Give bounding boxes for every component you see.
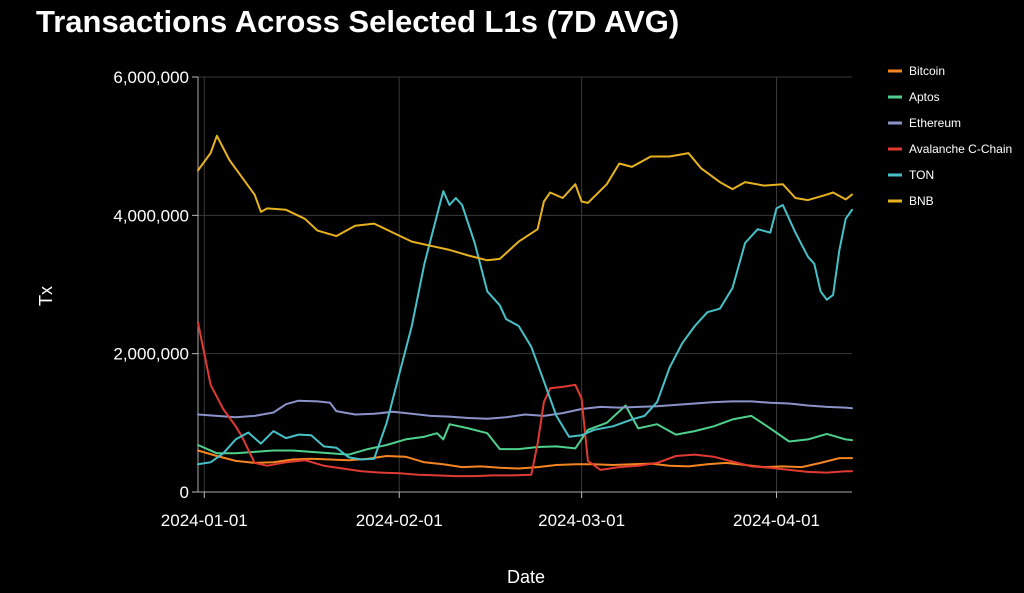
x-axis-title: Date [507, 567, 545, 587]
y-axis-title: Tx [36, 286, 56, 306]
x-tick-label: 2024-04-01 [733, 511, 820, 530]
series-line-bnb [197, 134, 853, 262]
y-tick-label: 6,000,000 [113, 68, 189, 87]
x-tick-label: 2024-02-01 [356, 511, 443, 530]
y-tick-label: 4,000,000 [113, 206, 189, 225]
legend-label-bitcoin: Bitcoin [909, 64, 945, 78]
x-tick-label: 2024-01-01 [161, 511, 248, 530]
legend-label-bnb: BNB [909, 194, 934, 208]
x-tick-label: 2024-03-01 [538, 511, 625, 530]
series-lines [197, 134, 853, 478]
series-line-avalanche-c-chain [197, 321, 853, 478]
legend-label-avalanche-c-chain: Avalanche C-Chain [909, 142, 1012, 156]
x-axis-ticks: 2024-01-01 2024-02-01 2024-03-01 2024-04-01 [161, 492, 820, 530]
legend-label-aptos: Aptos [909, 90, 940, 104]
series-line-ethereum [197, 399, 853, 420]
y-axis-ticks: 0 2,000,000 4,000,000 6,000,000 [113, 68, 198, 502]
grid-lines [197, 76, 852, 493]
chart-title: Transactions Across Selected L1s (7D AVG… [36, 4, 680, 39]
y-tick-label: 0 [180, 483, 189, 502]
y-tick-label: 2,000,000 [113, 345, 189, 364]
legend-label-ethereum: Ethereum [909, 116, 961, 130]
series-line-aptos [197, 404, 853, 456]
legend: Bitcoin Aptos Ethereum Avalanche C-Chain TON… [888, 64, 1012, 208]
series-line-ton [197, 190, 853, 466]
legend-label-ton: TON [909, 168, 934, 182]
